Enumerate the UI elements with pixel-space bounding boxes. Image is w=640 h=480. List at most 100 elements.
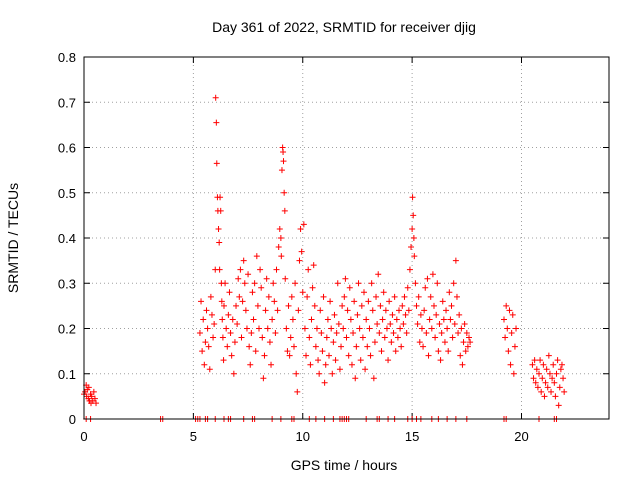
data-point bbox=[368, 280, 375, 287]
data-point bbox=[533, 366, 540, 373]
data-point bbox=[348, 361, 355, 368]
data-point bbox=[504, 325, 511, 332]
data-point bbox=[457, 352, 464, 359]
data-point bbox=[405, 307, 412, 314]
data-point bbox=[428, 325, 435, 332]
data-point bbox=[438, 330, 445, 337]
data-point bbox=[544, 384, 551, 391]
data-point bbox=[285, 302, 292, 309]
data-point bbox=[231, 339, 238, 346]
data-point bbox=[277, 235, 284, 241]
data-point bbox=[262, 307, 269, 314]
data-point bbox=[377, 302, 384, 309]
data-point bbox=[344, 307, 351, 314]
data-point bbox=[240, 257, 247, 264]
data-point bbox=[529, 361, 536, 368]
data-point bbox=[347, 316, 354, 323]
data-point bbox=[304, 293, 311, 300]
data-point bbox=[293, 370, 300, 377]
axis-ticks: 0 0.1 0.2 0.3 0.4 0.5 0.6 0.7 0.8 0 5 10 15 20 bbox=[58, 50, 609, 444]
y-tick-label: 0.6 bbox=[58, 141, 76, 156]
data-point bbox=[413, 302, 420, 309]
data-point bbox=[363, 316, 370, 323]
data-point bbox=[210, 334, 217, 341]
data-point bbox=[453, 293, 460, 300]
data-point bbox=[251, 280, 258, 287]
data-point bbox=[311, 302, 318, 309]
data-point bbox=[408, 244, 415, 251]
data-point bbox=[411, 253, 418, 260]
data-point bbox=[215, 225, 222, 232]
data-point bbox=[252, 348, 259, 355]
data-point bbox=[537, 357, 544, 364]
data-point bbox=[309, 284, 316, 291]
data-point bbox=[511, 343, 518, 350]
data-point bbox=[378, 348, 385, 355]
data-point bbox=[353, 343, 360, 350]
data-point bbox=[272, 330, 279, 337]
data-point bbox=[467, 339, 474, 346]
data-point bbox=[440, 316, 447, 323]
data-point bbox=[357, 357, 364, 364]
data-point bbox=[399, 302, 406, 309]
data-point bbox=[203, 307, 210, 314]
data-point bbox=[550, 361, 557, 368]
data-point bbox=[448, 302, 455, 309]
data-point bbox=[206, 366, 213, 373]
data-point bbox=[238, 334, 245, 341]
data-point bbox=[338, 343, 345, 350]
data-point bbox=[217, 194, 224, 201]
data-point bbox=[417, 311, 424, 318]
data-point bbox=[242, 307, 249, 314]
data-point bbox=[404, 284, 411, 291]
data-point bbox=[541, 393, 548, 400]
data-point bbox=[336, 366, 343, 373]
data-point bbox=[216, 266, 223, 273]
data-point bbox=[388, 339, 395, 346]
data-point bbox=[464, 343, 471, 350]
data-point bbox=[85, 384, 92, 391]
data-point bbox=[406, 266, 413, 273]
data-point bbox=[294, 388, 301, 395]
data-point bbox=[403, 330, 410, 337]
data-point bbox=[553, 370, 560, 377]
data-point bbox=[379, 316, 386, 323]
data-point bbox=[219, 334, 226, 341]
data-point bbox=[265, 293, 272, 300]
data-point bbox=[416, 339, 423, 346]
data-point bbox=[466, 334, 472, 341]
data-point bbox=[549, 375, 556, 382]
data-point bbox=[88, 393, 95, 400]
data-point bbox=[305, 266, 312, 273]
data-point bbox=[243, 325, 250, 332]
y-tick-label: 0.7 bbox=[58, 95, 76, 110]
data-point bbox=[364, 343, 371, 350]
data-point bbox=[202, 339, 209, 346]
data-point bbox=[301, 325, 308, 332]
data-point bbox=[296, 257, 303, 264]
data-point bbox=[335, 320, 342, 327]
data-point bbox=[447, 316, 454, 323]
data-point bbox=[299, 289, 306, 296]
data-point bbox=[390, 330, 397, 337]
data-point bbox=[392, 348, 399, 355]
data-point bbox=[543, 366, 550, 373]
data-point bbox=[236, 293, 243, 300]
data-point bbox=[228, 352, 235, 359]
data-point bbox=[324, 316, 331, 323]
data-point bbox=[461, 320, 468, 327]
data-point bbox=[458, 325, 465, 332]
data-point bbox=[391, 293, 398, 300]
x-tick-label: 20 bbox=[514, 429, 528, 444]
data-point bbox=[387, 320, 394, 327]
data-point bbox=[221, 302, 227, 309]
data-point bbox=[239, 298, 246, 305]
data-point bbox=[283, 325, 290, 332]
data-point bbox=[510, 370, 517, 377]
x-tick-label: 0 bbox=[80, 429, 87, 444]
y-tick-label: 0.2 bbox=[58, 322, 76, 337]
data-point bbox=[437, 357, 444, 364]
data-point bbox=[552, 393, 559, 400]
data-point bbox=[400, 320, 407, 327]
data-point bbox=[536, 370, 542, 377]
